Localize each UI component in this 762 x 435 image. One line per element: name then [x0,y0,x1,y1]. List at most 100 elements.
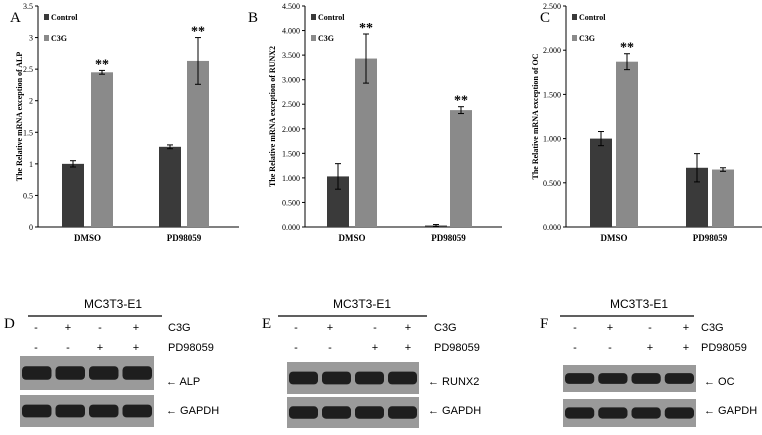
band [598,373,628,384]
pd98059-sign: - [608,342,612,354]
c3g-label: C3G [701,322,724,334]
c3g-label: C3G [168,322,191,334]
band [598,407,628,419]
panel-label: C [540,10,550,26]
x-tick-label: PD98059 [167,233,202,243]
y-tick-label: 1.500 [282,149,300,158]
band [565,373,595,384]
c3g-sign: + [607,322,613,334]
blot-panel-e: E MC3T3-E1 - + - + - - + + C3G PD98059 ← RUNX2 ← GAPD… [262,297,481,428]
c3g-sign: + [133,322,139,334]
significance-mark: ** [454,94,468,109]
chart-panel-b: B 0.000 0.500 1.000 1.500 2.000 2.500 3.000 3.50… [248,2,502,243]
chart-panel-c: C 0.000 0.500 1.000 1.500 2.000 2.500 The Relat… [531,2,762,243]
pd98059-sign: + [683,342,689,354]
legend-swatch [572,35,577,41]
band [22,366,52,380]
bar-control-dmso [327,176,349,227]
band [289,406,318,419]
c3g-sign: - [34,322,38,334]
x-tick-label: PD98059 [431,233,466,243]
band [55,366,85,380]
panel-label: A [10,10,21,26]
pd98059-sign: - [328,342,332,354]
significance-mark: ** [359,21,373,36]
band [89,366,119,380]
pd98059-sign: + [647,342,653,354]
band [565,407,595,419]
y-tick-label: 0.000 [543,223,561,232]
chart-panel-a: A 0 0.5 1 1.5 2 2.5 3 3.5 The Relative mRNA excep… [10,2,239,243]
c3g-sign: - [294,322,298,334]
legend-swatch [44,14,49,20]
c3g-sign: - [373,322,377,334]
legend-swatch [311,35,316,41]
y-tick-label: 2 [29,97,33,106]
y-tick-label: 4.500 [282,2,300,11]
y-tick-label: 2.500 [282,100,300,109]
x-tick-label: DMSO [601,233,628,243]
y-tick-label: 0.500 [282,198,300,207]
pd98059-sign: + [372,342,378,354]
x-tick-label: DMSO [74,233,101,243]
y-axis-title: The Relative mRNA exception of OC [531,53,540,179]
y-tick-label: 1.500 [543,90,561,99]
bar-c3g-dmso [616,61,638,227]
band [355,371,384,385]
bar-c3g-dmso [91,72,113,227]
legend-swatch [311,14,316,20]
pd98059-label: PD98059 [701,342,747,354]
y-tick-label: 2.000 [543,46,561,55]
pd98059-sign: + [405,342,411,354]
panel-label: B [248,10,258,26]
band [631,373,661,384]
y-axis-title: The Relative mRNA exception of ALP [15,52,24,182]
c3g-sign: + [405,322,411,334]
y-tick-label: 0.000 [282,223,300,232]
y-tick-label: 0.5 [23,191,33,200]
c3g-sign: - [573,322,577,334]
pd98059-sign: - [294,342,298,354]
x-tick-label: PD98059 [693,233,728,243]
panel-label: E [262,316,271,332]
bar-c3g-pd98059 [187,60,209,228]
band [289,371,318,385]
bar-control-pd98059 [159,146,181,227]
y-tick-label: 1.000 [282,174,300,183]
band [388,371,417,385]
significance-mark: ** [191,25,205,40]
band [631,407,661,419]
band-label-target: ← ALP [166,376,200,388]
legend-entry: C3G [51,34,67,43]
legend-entry: Control [579,13,606,22]
band [664,407,694,419]
c3g-sign: - [98,322,102,334]
y-tick-label: 1.000 [543,135,561,144]
cell-line-title: MC3T3-E1 [84,297,142,311]
legend-entry: Control [51,13,78,22]
band [322,406,351,419]
c3g-sign: + [65,322,71,334]
pd98059-sign: - [34,342,38,354]
pd98059-sign: - [66,342,70,354]
c3g-sign: - [648,322,652,334]
bar-c3g-pd98059 [450,110,472,227]
band [55,404,85,418]
pd98059-sign: + [133,342,139,354]
y-tick-label: 1.5 [23,128,33,137]
y-tick-label: 3.000 [282,76,300,85]
x-tick-label: DMSO [339,233,366,243]
legend-entry: Control [318,13,345,22]
y-tick-label: 1 [29,160,33,169]
band-label-gapdh: ← GAPDH [166,405,219,417]
bar-c3g-dmso [355,58,377,227]
band [89,404,119,418]
bar-control-dmso [590,138,612,227]
y-tick-label: 3 [29,34,33,43]
band-label-gapdh: ← GAPDH [428,405,481,417]
legend-entry: C3G [579,34,595,43]
bar-c3g-pd98059 [712,169,734,227]
blot-panel-d: D MC3T3-E1 - + - + - - + + C3G PD98059 ← ALP ← GAPDH [4,297,219,427]
significance-mark: ** [95,57,109,72]
